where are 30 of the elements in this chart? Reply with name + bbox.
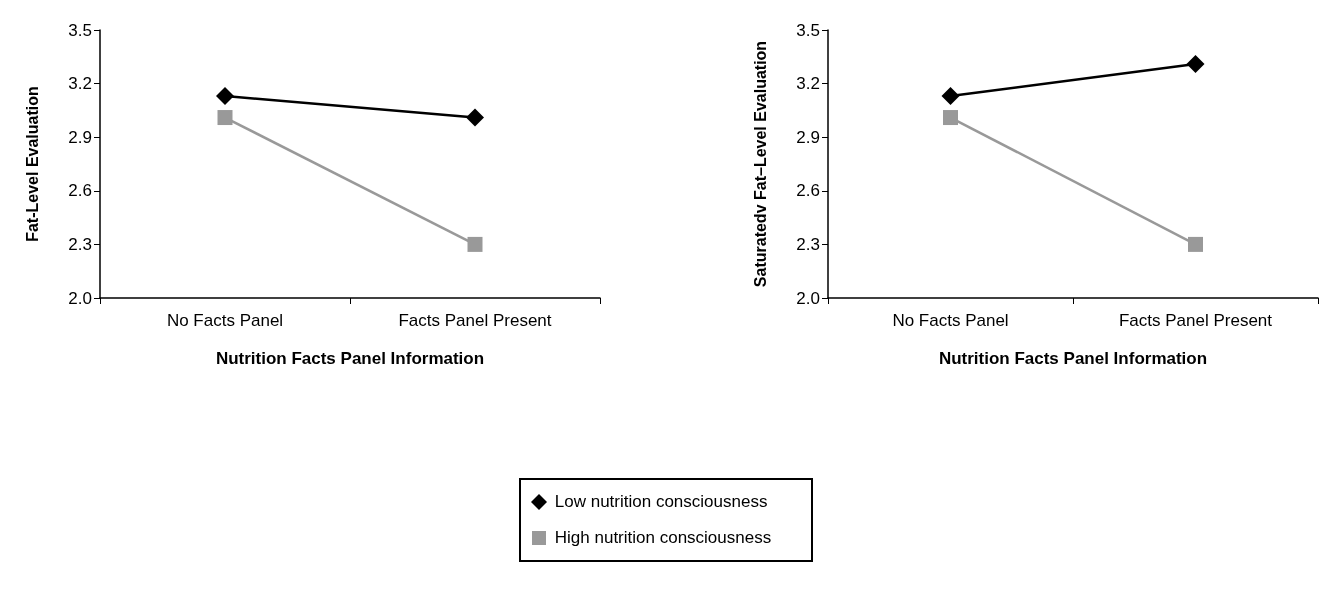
y-tick-label: 3.2	[68, 74, 92, 94]
y-axis-title: Fat-Level Evaluation	[23, 86, 41, 242]
y-tick-label: 2.3	[796, 234, 820, 254]
legend-label: Low nutrition consciousness	[554, 492, 768, 512]
point	[216, 87, 234, 106]
y-tick-label: 2.6	[68, 181, 92, 201]
x-tick-label: Facts Panel Present	[1118, 311, 1273, 330]
y-tick-label: 3.5	[796, 20, 820, 40]
point	[941, 87, 960, 106]
y-tick-label: 2.9	[68, 127, 92, 147]
y-tick-label: 2.9	[796, 127, 820, 147]
x-tick-label: Facts Panel Present	[398, 311, 552, 330]
point	[943, 110, 958, 126]
y-axis-title: Saturatedv Fat–Level Evaluation	[751, 40, 769, 288]
x-tick-label: No Facts Panel	[166, 311, 284, 330]
y-tick-label: 2.6	[796, 181, 820, 201]
y-tick-label: 2.3	[68, 234, 92, 254]
x-tick-label: No Facts Panel	[892, 311, 1009, 330]
point	[1186, 54, 1205, 73]
y-tick-label: 3.2	[796, 74, 820, 94]
y-tick-label: 2.0	[796, 288, 820, 308]
y-tick-label: 2.0	[68, 288, 92, 308]
point	[466, 108, 484, 127]
legend-label: High nutrition consciousness	[554, 528, 772, 548]
x-axis-title: Nutrition Facts Panel Information	[938, 349, 1208, 368]
point	[467, 236, 483, 252]
x-axis-title: Nutrition Facts Panel Information	[215, 349, 485, 368]
y-tick-label: 3.5	[68, 20, 92, 40]
point	[217, 110, 233, 126]
point	[1188, 236, 1203, 252]
